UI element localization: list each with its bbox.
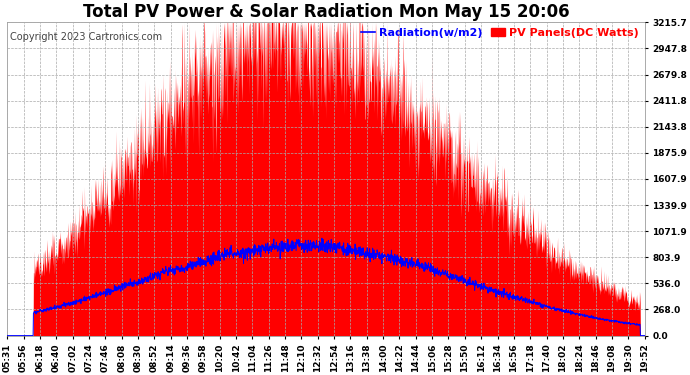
Legend: Radiation(w/m2), PV Panels(DC Watts): Radiation(w/m2), PV Panels(DC Watts) [362,28,639,38]
Text: Copyright 2023 Cartronics.com: Copyright 2023 Cartronics.com [10,32,163,42]
Title: Total PV Power & Solar Radiation Mon May 15 20:06: Total PV Power & Solar Radiation Mon May… [83,3,569,21]
